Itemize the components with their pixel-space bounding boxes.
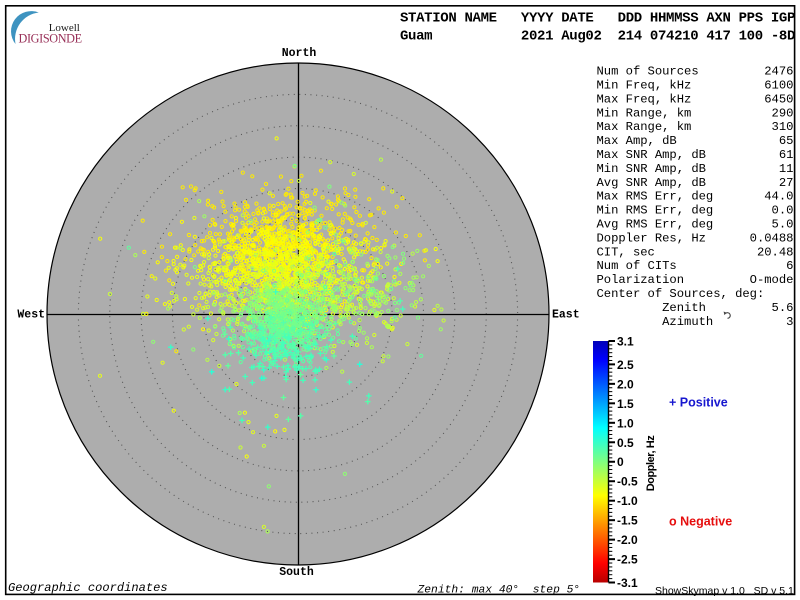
svg-text:CIT, sec 20.48: CIT, sec 20.48 bbox=[597, 245, 794, 259]
svg-text:Max Amp, dB 65: Max Amp, dB 65 bbox=[597, 134, 794, 148]
svg-text:Avg SNR Amp, dB 27: Avg SNR Amp, dB 27 bbox=[597, 176, 794, 190]
svg-text:Max Range, km 310: Max Range, km 310 bbox=[597, 120, 794, 134]
svg-text:Min SNR Amp, dB 11: Min SNR Amp, dB 11 bbox=[597, 162, 794, 176]
svg-text:Min RMS Err, deg 0.0: Min RMS Err, deg 0.0 bbox=[597, 204, 794, 218]
svg-text:-2.5: -2.5 bbox=[617, 553, 638, 567]
svg-text:-1.5: -1.5 bbox=[617, 514, 638, 528]
svg-text:Num of CITs 6: Num of CITs 6 bbox=[597, 259, 794, 273]
svg-text:Zenith 5.6: Zenith 5.6 bbox=[597, 301, 794, 315]
svg-text:West: West bbox=[17, 309, 45, 322]
svg-text:-1.0: -1.0 bbox=[617, 494, 638, 508]
svg-text:-0.5: -0.5 bbox=[617, 475, 638, 489]
svg-text:North: North bbox=[282, 47, 317, 60]
svg-text:Doppler Res, Hz 0.0488: Doppler Res, Hz 0.0488 bbox=[597, 231, 794, 245]
svg-text:1.5: 1.5 bbox=[617, 397, 634, 411]
svg-text:Min Range, km 290: Min Range, km 290 bbox=[597, 106, 794, 120]
svg-text:o Negative: o Negative bbox=[669, 515, 732, 529]
svg-text:Zenith: max 40° step 5°: Zenith: max 40° step 5° bbox=[417, 585, 581, 597]
svg-text:Geographic coordinates: Geographic coordinates bbox=[8, 581, 168, 595]
svg-text:3.1: 3.1 bbox=[617, 335, 634, 349]
svg-text:0.5: 0.5 bbox=[617, 436, 634, 450]
svg-text:Polarization O-mode: Polarization O-mode bbox=[597, 273, 794, 287]
svg-text:DIGISONDE: DIGISONDE bbox=[19, 32, 82, 46]
svg-text:Max Freq, kHz 6450: Max Freq, kHz 6450 bbox=[597, 92, 794, 106]
svg-text:Avg RMS Err, deg 5.0: Avg RMS Err, deg 5.0 bbox=[597, 218, 794, 232]
svg-text:2.0: 2.0 bbox=[617, 377, 634, 391]
svg-text:Doppler, Hz: Doppler, Hz bbox=[645, 435, 657, 492]
svg-text:Guam 2021 Aug02 214: Guam 2021 Aug02 214 074210 417 100 -8D bbox=[400, 29, 795, 45]
svg-text:1.0: 1.0 bbox=[617, 416, 634, 430]
svg-text:South: South bbox=[279, 566, 314, 579]
svg-text:ShowSkymap v 1.0 SD v 5.1: ShowSkymap v 1.0 SD v 5.1 bbox=[655, 585, 794, 597]
svg-text:Max SNR Amp, dB 61: Max SNR Amp, dB 61 bbox=[597, 148, 794, 162]
svg-text:Max RMS Err, deg 44.0: Max RMS Err, deg 44.0 bbox=[597, 190, 794, 204]
svg-text:Min Freq, kHz 6100: Min Freq, kHz 6100 bbox=[597, 79, 794, 93]
svg-text:-3.1: -3.1 bbox=[617, 576, 638, 590]
svg-text:STATION NAME YYYY DATE DDD: STATION NAME YYYY DATE DDD HHMMSS AXN PP… bbox=[400, 11, 795, 27]
svg-text:2.5: 2.5 bbox=[617, 358, 634, 372]
svg-text:Center of Sources, deg:: Center of Sources, deg: bbox=[597, 287, 765, 301]
svg-text:Lowell: Lowell bbox=[49, 22, 80, 34]
svg-text:+ Positive: + Positive bbox=[669, 396, 728, 410]
svg-text:-2.0: -2.0 bbox=[617, 533, 638, 547]
svg-text:Azimuth 3: Azimuth 3 bbox=[597, 315, 794, 329]
svg-text:East: East bbox=[552, 309, 580, 322]
svg-text:0: 0 bbox=[617, 455, 624, 469]
svg-text:Num of Sources 2476: Num of Sources 2476 bbox=[597, 65, 794, 79]
